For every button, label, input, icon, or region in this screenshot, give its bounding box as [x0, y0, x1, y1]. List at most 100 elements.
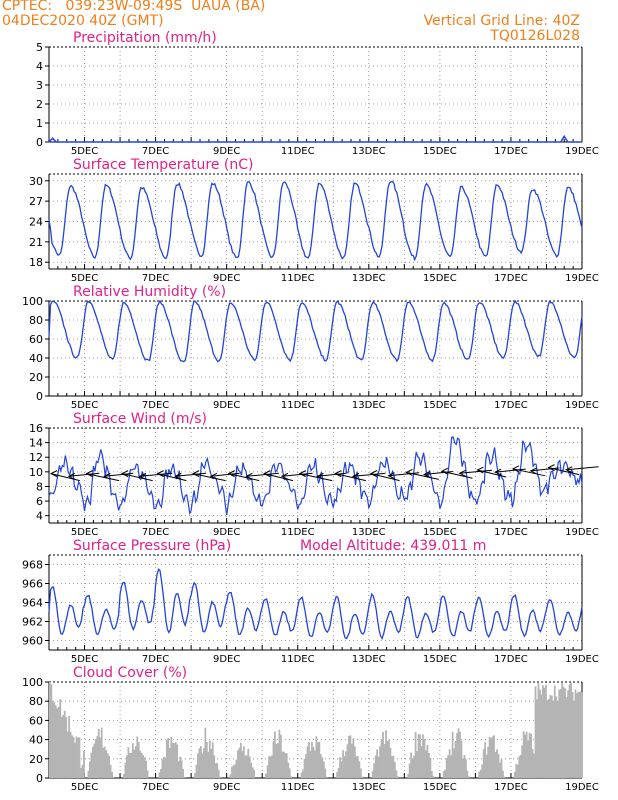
ytick-label: 4: [36, 60, 43, 73]
ytick-label: 27: [29, 195, 43, 208]
wind-arrow-head: [316, 472, 324, 480]
cloud-bar: [432, 776, 435, 778]
cloud-bar: [407, 773, 410, 778]
cloud-bar: [235, 759, 238, 778]
wind-arrow-head: [422, 471, 431, 478]
xtick-label: 7DEC: [142, 782, 169, 793]
panel-title: Surface Wind (m/s): [73, 411, 207, 427]
cloud-bar: [527, 740, 529, 778]
cloud-bar: [419, 734, 421, 778]
cloud-bar: [321, 757, 324, 778]
xtick-label: 11DEC: [281, 146, 315, 157]
xtick-label: 9DEC: [213, 782, 240, 793]
xtick-label: 5DEC: [71, 400, 98, 411]
cloud-bar: [318, 742, 321, 778]
cloud-bar: [271, 755, 273, 778]
xtick-label: 13DEC: [352, 400, 386, 411]
cloud-bar: [382, 731, 384, 778]
cloud-bar: [131, 743, 134, 778]
wind-arrow: [193, 473, 226, 482]
wind-arrow: [406, 471, 439, 480]
wind-arrow: [388, 472, 420, 477]
wind-arrow-head: [369, 470, 378, 478]
ytick-label: 962: [22, 616, 43, 629]
cloud-bar: [373, 763, 376, 778]
cloud-bar: [219, 776, 222, 778]
cloud-bar: [325, 776, 328, 778]
cloud-bar: [237, 750, 239, 778]
cloud-bar: [69, 731, 72, 778]
xtick-label: 11DEC: [281, 527, 315, 538]
cloud-bar: [109, 764, 112, 778]
cloud-bar: [309, 751, 312, 778]
wind-arrow: [210, 472, 240, 477]
cloud-bar: [217, 769, 220, 778]
cloud-bar: [94, 738, 97, 778]
cloud-bar: [352, 738, 355, 778]
cloud-bar: [314, 750, 316, 778]
cloud-bar: [247, 748, 250, 778]
wind-arrow-head: [209, 472, 218, 480]
cloud-bar: [540, 694, 543, 778]
header-location: 039:23W-09:49S UAUA (BA): [65, 0, 266, 14]
ytick-label: 100: [22, 295, 43, 308]
cloud-bar: [140, 752, 143, 778]
cloud-bar: [87, 770, 90, 778]
cloud-bar: [168, 747, 171, 778]
cloud-bar: [343, 756, 346, 778]
cloud-bar: [213, 755, 216, 778]
xtick-label: 11DEC: [281, 654, 315, 665]
wind-arrow: [441, 470, 473, 479]
panel-title: Cloud Cover (%): [73, 665, 187, 681]
wind-arrow: [512, 468, 546, 477]
cloud-bar: [379, 746, 381, 778]
wind-arrow: [104, 472, 134, 477]
cloud-bar: [105, 750, 108, 778]
cloud-bar: [272, 741, 275, 778]
cloud-bar: [536, 699, 538, 778]
cloud-bar: [430, 771, 433, 778]
cloud-bar: [285, 753, 288, 778]
cloud-bar: [112, 776, 115, 778]
cloud-bar: [210, 748, 213, 778]
header-source-label: CPTEC:: [2, 0, 53, 14]
cloud-bar: [395, 770, 398, 778]
wind-arrow-head: [351, 472, 360, 480]
cloud-bar: [537, 683, 540, 778]
cloud-bar: [71, 735, 73, 778]
cloud-bar: [410, 752, 413, 778]
xtick-label: 15DEC: [423, 400, 457, 411]
cloud-bar: [81, 764, 84, 778]
cloud-bar: [173, 743, 176, 778]
ytick-label: 30: [29, 175, 43, 188]
cloud-bar: [497, 754, 500, 778]
cloud-bar: [531, 749, 534, 778]
cloud-bar: [340, 761, 343, 778]
cloud-bar: [567, 690, 569, 778]
cloud-bar: [322, 761, 325, 778]
ytick-label: 966: [22, 578, 43, 591]
cloud-bar: [312, 746, 315, 778]
cloud-bar: [287, 762, 290, 778]
wind-arrow-head: [334, 470, 342, 478]
wind-arrow: [157, 473, 187, 482]
cloud-bar: [562, 686, 565, 778]
wind-arrow-head: [565, 466, 573, 474]
cloud-bar: [392, 755, 395, 778]
cloud-bar: [388, 739, 390, 778]
cloud-bar: [503, 776, 506, 778]
cloud-bar: [253, 769, 256, 778]
header-vertical-grid: Vertical Grid Line: 40Z: [423, 13, 580, 29]
cloud-bar: [194, 773, 196, 778]
cloud-bar: [377, 756, 380, 778]
header-source: CPTEC: 039:23W-09:49S UAUA (BA): [2, 0, 265, 13]
cloud-bar: [133, 749, 136, 778]
wind-arrow: [121, 473, 153, 482]
ytick-label: 16: [29, 422, 43, 435]
xtick-label: 17DEC: [494, 527, 528, 538]
cloud-bar: [232, 765, 235, 778]
cloud-bar: [56, 708, 59, 778]
xtick-label: 7DEC: [142, 400, 169, 411]
wind-arrow: [175, 472, 207, 477]
